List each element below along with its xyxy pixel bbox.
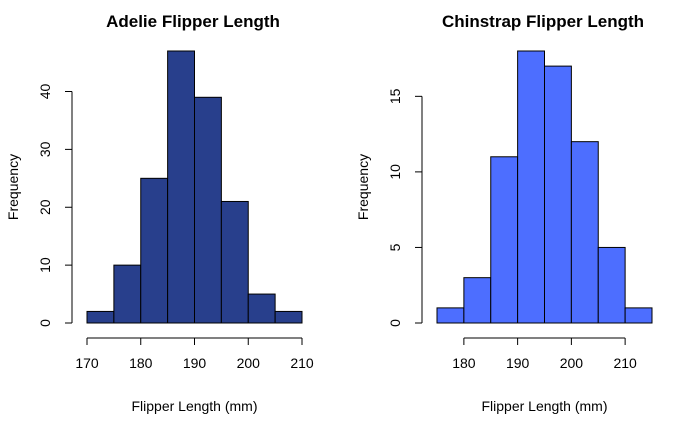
- x-tick-label: 170: [75, 355, 99, 371]
- histogram-bar: [570, 141, 599, 324]
- x-tick-label: 200: [237, 355, 261, 371]
- y-tick-label: 20: [37, 199, 53, 215]
- histogram-bar: [247, 293, 276, 324]
- histogram-bar: [517, 50, 545, 324]
- x-tick-label: 190: [183, 355, 207, 371]
- histogram-bar: [274, 310, 303, 324]
- y-tick-label: 10: [37, 257, 53, 273]
- x-axis-label: Flipper Length (mm): [131, 398, 257, 414]
- histogram-bar: [140, 177, 169, 324]
- histogram-bar: [490, 156, 519, 324]
- x-tick-label: 180: [129, 355, 153, 371]
- x-tick-label: 210: [290, 355, 314, 371]
- histogram-bar: [220, 200, 249, 324]
- histogram-bar: [113, 264, 142, 324]
- y-tick-label: 15: [387, 88, 403, 104]
- y-tick-label: 5: [387, 243, 403, 251]
- x-tick-label: 200: [560, 355, 584, 371]
- chart-panel-1: Adelie Flipper Length 170 180 190 200 210 0 10 2…: [5, 12, 314, 414]
- histogram-bar: [544, 65, 572, 324]
- histogram-bar: [597, 246, 626, 324]
- y-axis-label: Frequency: [355, 154, 371, 220]
- histogram-bar: [624, 307, 653, 324]
- histogram-bar: [463, 277, 492, 324]
- y-tick-label: 40: [37, 84, 53, 100]
- y-axis-label: Frequency: [5, 154, 21, 220]
- histogram-bar: [86, 310, 115, 324]
- histogram-bar: [194, 96, 222, 324]
- histogram-bar: [167, 50, 195, 324]
- histogram-bar: [436, 307, 465, 324]
- x-tick-label: 180: [452, 355, 476, 371]
- x-tick-label: 190: [506, 355, 530, 371]
- x-tick-label: 210: [613, 355, 637, 371]
- chart-title: Chinstrap Flipper Length: [442, 12, 644, 31]
- x-axis-label: Flipper Length (mm): [481, 398, 607, 414]
- chart-title: Adelie Flipper Length: [106, 12, 280, 31]
- chart-panel-2: Chinstrap Flipper Length 180 190 200 210 0 5 10…: [355, 12, 653, 414]
- y-tick-label: 0: [387, 319, 403, 327]
- y-tick-label: 30: [37, 141, 53, 157]
- y-tick-label: 0: [37, 319, 53, 327]
- y-tick-label: 10: [387, 164, 403, 180]
